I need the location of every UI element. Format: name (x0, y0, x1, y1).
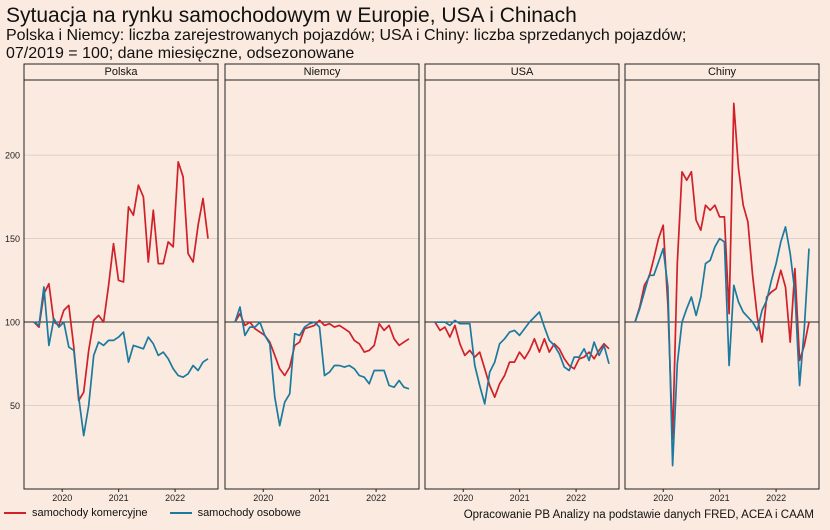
y-tick-label: 100 (5, 318, 20, 328)
series-line-passenger (435, 311, 610, 405)
chart-title: Sytuacja na rynku samochodowym w Europie… (6, 4, 577, 27)
panel-2: USA 2020 2021 2022 (424, 63, 620, 503)
panel-frame (23, 79, 219, 490)
x-tick-label: 2022 (366, 493, 386, 503)
panel-0: Polska 2020 2021 2022 (23, 63, 219, 503)
y-tick-label: 200 (5, 151, 20, 161)
panel-title: Chiny (708, 66, 737, 78)
x-tick-label: 2022 (165, 493, 185, 503)
series-line-passenger (634, 226, 810, 467)
series-line-passenger (234, 306, 410, 427)
subtitle-line-1: Polska i Niemcy: liczba zarejestrowanych… (6, 27, 687, 44)
panel-title: USA (511, 66, 534, 78)
x-tick-label: 2020 (453, 493, 473, 503)
x-tick-label: 2020 (253, 493, 273, 503)
series-line-passenger (33, 286, 209, 437)
series-line-commercial (634, 102, 810, 440)
x-tick-label: 2022 (766, 493, 786, 503)
series-line-commercial (33, 160, 209, 402)
panel-frame (424, 79, 620, 490)
subtitle-line-2: 07/2019 = 100; dane miesięczne, odsezono… (6, 45, 355, 62)
legend-swatch-commercial (4, 512, 26, 514)
panel-3: Chiny 2020 2021 2022 (624, 63, 820, 503)
legend-label-commercial: samochody komercyjne (32, 507, 148, 519)
y-tick-label: 150 (5, 234, 20, 244)
y-tick-label: 50 (10, 401, 20, 411)
panel-strip (224, 63, 420, 81)
panel-strip (424, 63, 620, 81)
x-tick-label: 2020 (52, 493, 72, 503)
x-tick-label: 2022 (566, 493, 586, 503)
panel-frame (224, 79, 420, 490)
legend: samochody komercyjne samochody osobowe (4, 507, 323, 519)
panel-title: Polska (104, 66, 138, 78)
source-note: Opracowanie PB Analizy na podstawie dany… (463, 509, 814, 521)
legend-swatch-passenger (169, 512, 192, 514)
x-tick-label: 2021 (109, 493, 129, 503)
legend-label-passenger: samochody osobowe (197, 507, 301, 519)
chart-subtitle: Polska i Niemcy: liczba zarejestrowanych… (6, 27, 686, 63)
panel-1: Niemcy 2020 2021 2022 (224, 63, 420, 503)
x-tick-label: 2021 (710, 493, 730, 503)
series-line-commercial (434, 321, 610, 399)
x-tick-label: 2020 (653, 493, 673, 503)
panel-strip (23, 63, 219, 81)
legend-item-passenger: samochody osobowe (169, 507, 301, 519)
panel-strip (624, 63, 820, 81)
panel-title: Niemcy (304, 66, 341, 78)
panel-frame (624, 79, 820, 490)
x-tick-label: 2021 (510, 493, 530, 503)
x-tick-label: 2021 (310, 493, 330, 503)
legend-item-commercial: samochody komercyjne (4, 507, 148, 519)
